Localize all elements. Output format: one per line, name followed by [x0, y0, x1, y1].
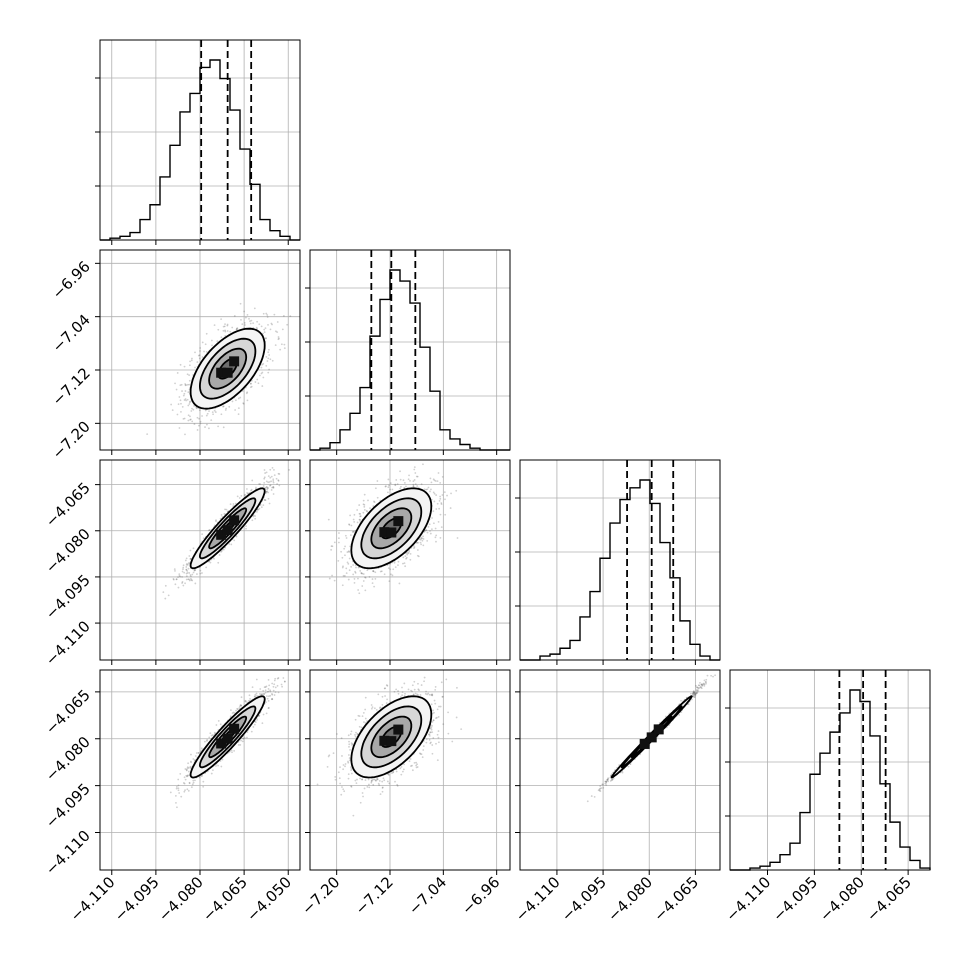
x-tick-label: −4.065	[199, 873, 251, 925]
y-tick-label: −6.96	[49, 257, 94, 302]
density-panel-2-1	[305, 459, 511, 665]
y-tick-label: −7.12	[49, 364, 94, 409]
axes-frame	[309, 459, 511, 661]
x-tick-label: −4.050	[243, 873, 295, 925]
x-tick-label: −4.110	[67, 873, 119, 925]
y-tick-label: −7.04	[49, 311, 94, 356]
x-tick-label: −4.095	[769, 873, 821, 925]
histogram-steps	[310, 269, 510, 451]
x-tick-label: −7.20	[298, 873, 343, 918]
axes-frame	[99, 249, 301, 451]
axes-frame	[729, 669, 931, 871]
x-tick-label: −7.12	[352, 873, 397, 918]
histogram-panel-1	[305, 249, 511, 455]
histogram-panel-2	[515, 459, 721, 665]
y-tick-label: −4.110	[42, 617, 94, 669]
x-tick-label: −4.110	[722, 873, 774, 925]
peak-bins	[216, 723, 240, 749]
x-tick-label: −4.080	[604, 873, 656, 925]
axes-frame	[309, 669, 511, 871]
density-panel-2-0: −4.110−4.095−4.080−4.065	[42, 459, 301, 669]
axes-frame	[99, 39, 301, 241]
y-tick-label: −4.065	[42, 686, 94, 738]
x-tick-label: −4.065	[650, 873, 702, 925]
y-tick-label: −4.065	[42, 479, 94, 531]
x-tick-label: −4.095	[111, 873, 163, 925]
histogram-panel-0	[95, 39, 301, 245]
density-panel-3-1: −7.20 −7.12 −7.04 −6.96	[298, 669, 511, 918]
peak-bins	[216, 356, 240, 378]
peak-bins	[379, 724, 404, 747]
axes-frame	[99, 459, 301, 661]
density-panel-3-0: −4.110−4.095−4.080−4.065−4.110−4.095−4.0…	[42, 669, 301, 925]
peak-bins	[379, 516, 404, 538]
x-tick-label: −7.04	[405, 873, 450, 918]
peak-bins	[639, 724, 664, 749]
x-tick-label: −4.110	[512, 873, 564, 925]
y-tick-label: −4.095	[42, 780, 94, 832]
histogram-steps	[520, 479, 720, 661]
y-tick-label: −4.080	[42, 525, 94, 577]
axes-frame	[99, 669, 301, 871]
y-tick-label: −4.110	[42, 827, 94, 879]
x-tick-label: −6.96	[458, 873, 503, 918]
x-tick-label: −4.095	[558, 873, 610, 925]
histogram-steps	[100, 59, 300, 241]
y-tick-label: −4.095	[42, 571, 94, 623]
axes-frame	[309, 249, 511, 451]
axes-frame	[519, 459, 721, 661]
histogram-panel-3: −4.110−4.095−4.080−4.065	[722, 669, 931, 925]
x-tick-label: −4.080	[155, 873, 207, 925]
y-tick-label: −7.20	[49, 417, 94, 462]
peak-bins	[216, 515, 240, 540]
density-panel-3-2: −4.110−4.095−4.080−4.065	[512, 669, 721, 925]
x-tick-label: −4.065	[863, 873, 915, 925]
y-tick-label: −4.080	[42, 733, 94, 785]
histogram-steps	[730, 689, 931, 871]
x-tick-label: −4.080	[816, 873, 868, 925]
density-panel-1-0: −7.20 −7.12 −7.04 −6.96	[49, 249, 301, 463]
axes-frame	[519, 669, 721, 871]
